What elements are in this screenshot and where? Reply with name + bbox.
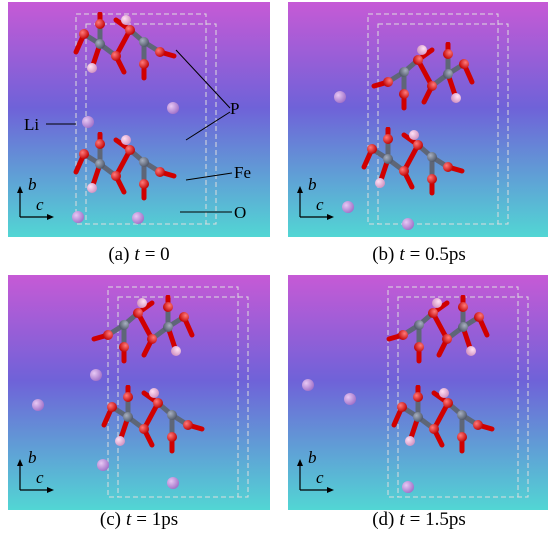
caption-part: = 0 — [145, 244, 170, 265]
caption-part: = 1.5ps — [410, 509, 466, 530]
panel-caption: (c)t= 1ps — [8, 509, 270, 531]
caption-part: t — [399, 509, 404, 530]
axis-label: c — [316, 195, 324, 214]
lithium-atom — [72, 211, 84, 223]
atom-label: P — [230, 99, 239, 118]
axis-label: c — [36, 468, 44, 487]
axis-label: c — [36, 195, 44, 214]
lithium-atom — [132, 212, 144, 224]
axis-label: b — [308, 175, 317, 194]
simulation-panel: bc — [8, 275, 270, 510]
simulation-panel: bc — [288, 275, 548, 510]
lithium-atom — [334, 91, 346, 103]
lithium-atom — [82, 116, 94, 128]
figure: bcLiPFeO(a)t= 0bc(b)t= 0.5psbc(c)t= 1psb… — [0, 0, 548, 537]
axis-label: b — [28, 448, 37, 467]
caption-part: (a) — [108, 244, 129, 265]
lithium-atom — [402, 481, 414, 493]
caption-part: (d) — [372, 509, 394, 530]
axis-label: b — [308, 448, 317, 467]
atom-label: Fe — [234, 163, 251, 182]
background — [288, 2, 548, 237]
lithium-atom — [342, 201, 354, 213]
caption-part: t — [134, 244, 139, 265]
lithium-atom — [302, 379, 314, 391]
lithium-atom — [32, 399, 44, 411]
caption-part: t — [399, 244, 404, 265]
axis-label: c — [316, 468, 324, 487]
caption-part: t — [126, 509, 131, 530]
lithium-atom — [344, 393, 356, 405]
atom-label: Li — [24, 115, 39, 134]
panel-caption: (d)t = 1.5ps — [288, 509, 548, 531]
lithium-atom — [402, 218, 414, 230]
atom-label: O — [234, 203, 246, 222]
lithium-atom — [167, 102, 179, 114]
panel-caption: (b)t = 0.5ps — [288, 244, 548, 266]
axis-label: b — [28, 175, 37, 194]
lithium-atom — [97, 459, 109, 471]
panel-caption: (a)t = 0 — [8, 244, 270, 266]
lithium-atom — [90, 369, 102, 381]
simulation-panel: bc Li P Fe O — [8, 2, 270, 237]
lithium-atom — [167, 477, 179, 489]
caption-part: (c) — [100, 509, 121, 530]
simulation-panel: bc — [288, 2, 548, 237]
caption-part: (b) — [372, 244, 394, 265]
caption-part: = 1ps — [136, 509, 178, 530]
caption-part: = 0.5ps — [410, 244, 466, 265]
